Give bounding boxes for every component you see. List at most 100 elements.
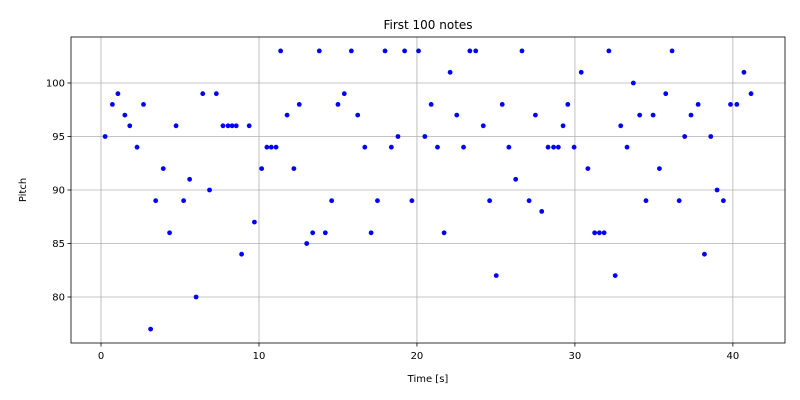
data-point [618,123,624,129]
data-point [545,144,551,150]
data-point [624,144,630,150]
data-point [695,102,701,107]
data-point [225,123,231,129]
data-point [141,102,146,107]
data-point [606,48,612,54]
data-point [643,198,649,204]
data-point [316,48,322,54]
data-point [519,48,525,54]
data-point [454,112,460,118]
data-point [499,102,505,107]
data-point [335,102,341,107]
data-point [362,144,368,150]
data-point [682,134,688,139]
chart-title: First 100 notes [383,18,472,32]
data-point [612,273,618,278]
y-axis-ticks: 80 85 90 95 100 [46,79,71,303]
data-point [246,123,252,129]
data-point [441,230,447,236]
data-point [134,144,140,150]
data-point [596,230,602,236]
data-point [637,112,643,118]
plot-frame [70,36,786,344]
data-point [422,134,428,139]
data-point [663,91,669,97]
data-point [167,230,172,236]
data-point [473,48,479,54]
data-point [669,48,675,54]
data-point [109,102,115,107]
data-point [493,273,499,278]
data-point [650,112,656,118]
x-tick-label: 0 [98,351,104,362]
data-point [239,251,245,257]
data-point [122,112,128,118]
data-point [115,91,121,97]
data-point [560,123,566,129]
data-point [555,144,561,150]
data-point [382,48,388,54]
data-point [355,112,361,118]
data-point [278,48,284,54]
data-point [601,230,607,236]
data-point [296,102,302,107]
data-point [676,198,682,204]
data-point [428,102,434,107]
data-point [506,144,512,150]
data-point [310,230,316,236]
x-axis-ticks: 0 10 20 30 40 [98,343,739,362]
x-tick-label: 40 [727,351,740,362]
data-point [388,144,394,150]
y-axis-label: Pitch [18,178,29,202]
data-point [487,198,493,204]
data-point [409,198,415,204]
y-tick-label: 90 [52,186,65,197]
data-point [368,230,374,236]
data-point [268,144,274,150]
data-point [416,48,421,54]
data-point [741,69,747,75]
grid-layer [71,37,785,343]
data-point [160,166,166,172]
data-point [233,123,239,129]
data-point [592,230,598,236]
data-point [539,208,545,214]
data-point [220,123,226,129]
data-point [213,91,219,97]
x-axis-label: Time [s] [407,374,449,385]
data-point [728,102,733,107]
data-point [702,251,707,257]
data-point [435,144,440,150]
data-point [467,48,473,54]
data-point [402,48,408,54]
data-point [273,144,279,150]
data-point [127,123,133,129]
data-point [375,198,380,204]
data-point [657,166,662,172]
data-point [630,80,636,86]
data-point [748,91,754,97]
x-tick-label: 20 [411,351,424,362]
data-point [708,134,714,139]
data-point [565,102,571,107]
data-point [329,198,335,204]
data-point [187,176,193,182]
data-point [526,198,532,204]
data-point [533,112,538,118]
y-tick-label: 85 [52,239,65,250]
data-point [714,187,720,193]
data-point [571,144,577,150]
data-point [251,219,257,225]
data-point [229,123,235,129]
y-tick-label: 100 [46,79,65,90]
data-point [173,123,179,129]
data-point [153,198,159,204]
data-point [480,123,486,129]
data-point [291,166,297,172]
data-point [304,241,310,246]
data-point [395,134,401,139]
data-point [720,198,726,204]
y-tick-label: 95 [52,132,65,143]
data-point [200,91,206,97]
